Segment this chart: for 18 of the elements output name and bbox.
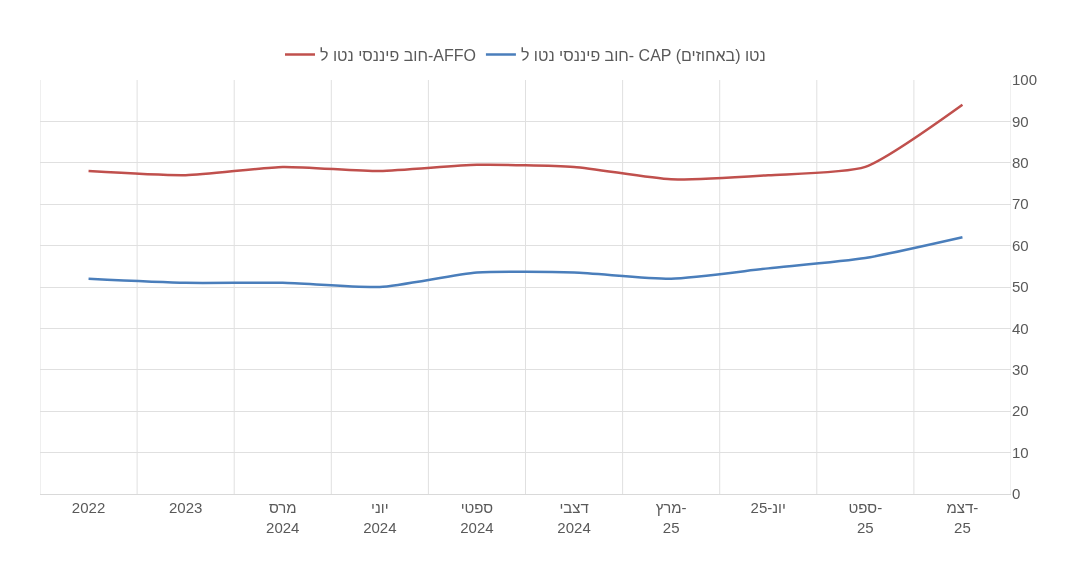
y-tick-label: 90 — [1012, 112, 1029, 130]
y-tick-label: 10 — [1012, 443, 1029, 461]
y-tick-label: 20 — [1012, 402, 1029, 420]
y-tick-label: 40 — [1012, 319, 1029, 337]
x-tick-label: יונ-25 — [750, 499, 786, 516]
x-tick-label: 2022 — [71, 499, 106, 516]
y-tick-label: 60 — [1012, 236, 1029, 254]
y-tick-label: 80 — [1012, 154, 1029, 172]
y-tick-label: 50 — [1012, 278, 1029, 296]
x-tick-label: 2023 — [168, 499, 203, 516]
y-tick-label: 0 — [1012, 485, 1021, 503]
y-tick-label: 30 — [1012, 361, 1029, 379]
y-tick-label: 70 — [1012, 195, 1029, 213]
legend-label: חוב פיננסי נטו ל- CAP נטו (באחוזים) — [520, 46, 766, 64]
line-series — [87, 236, 964, 289]
line-series — [87, 103, 964, 181]
legend-label: חוב פיננסי נטו ל-AFFO — [320, 46, 476, 64]
y-tick-label: 100 — [1012, 71, 1038, 89]
